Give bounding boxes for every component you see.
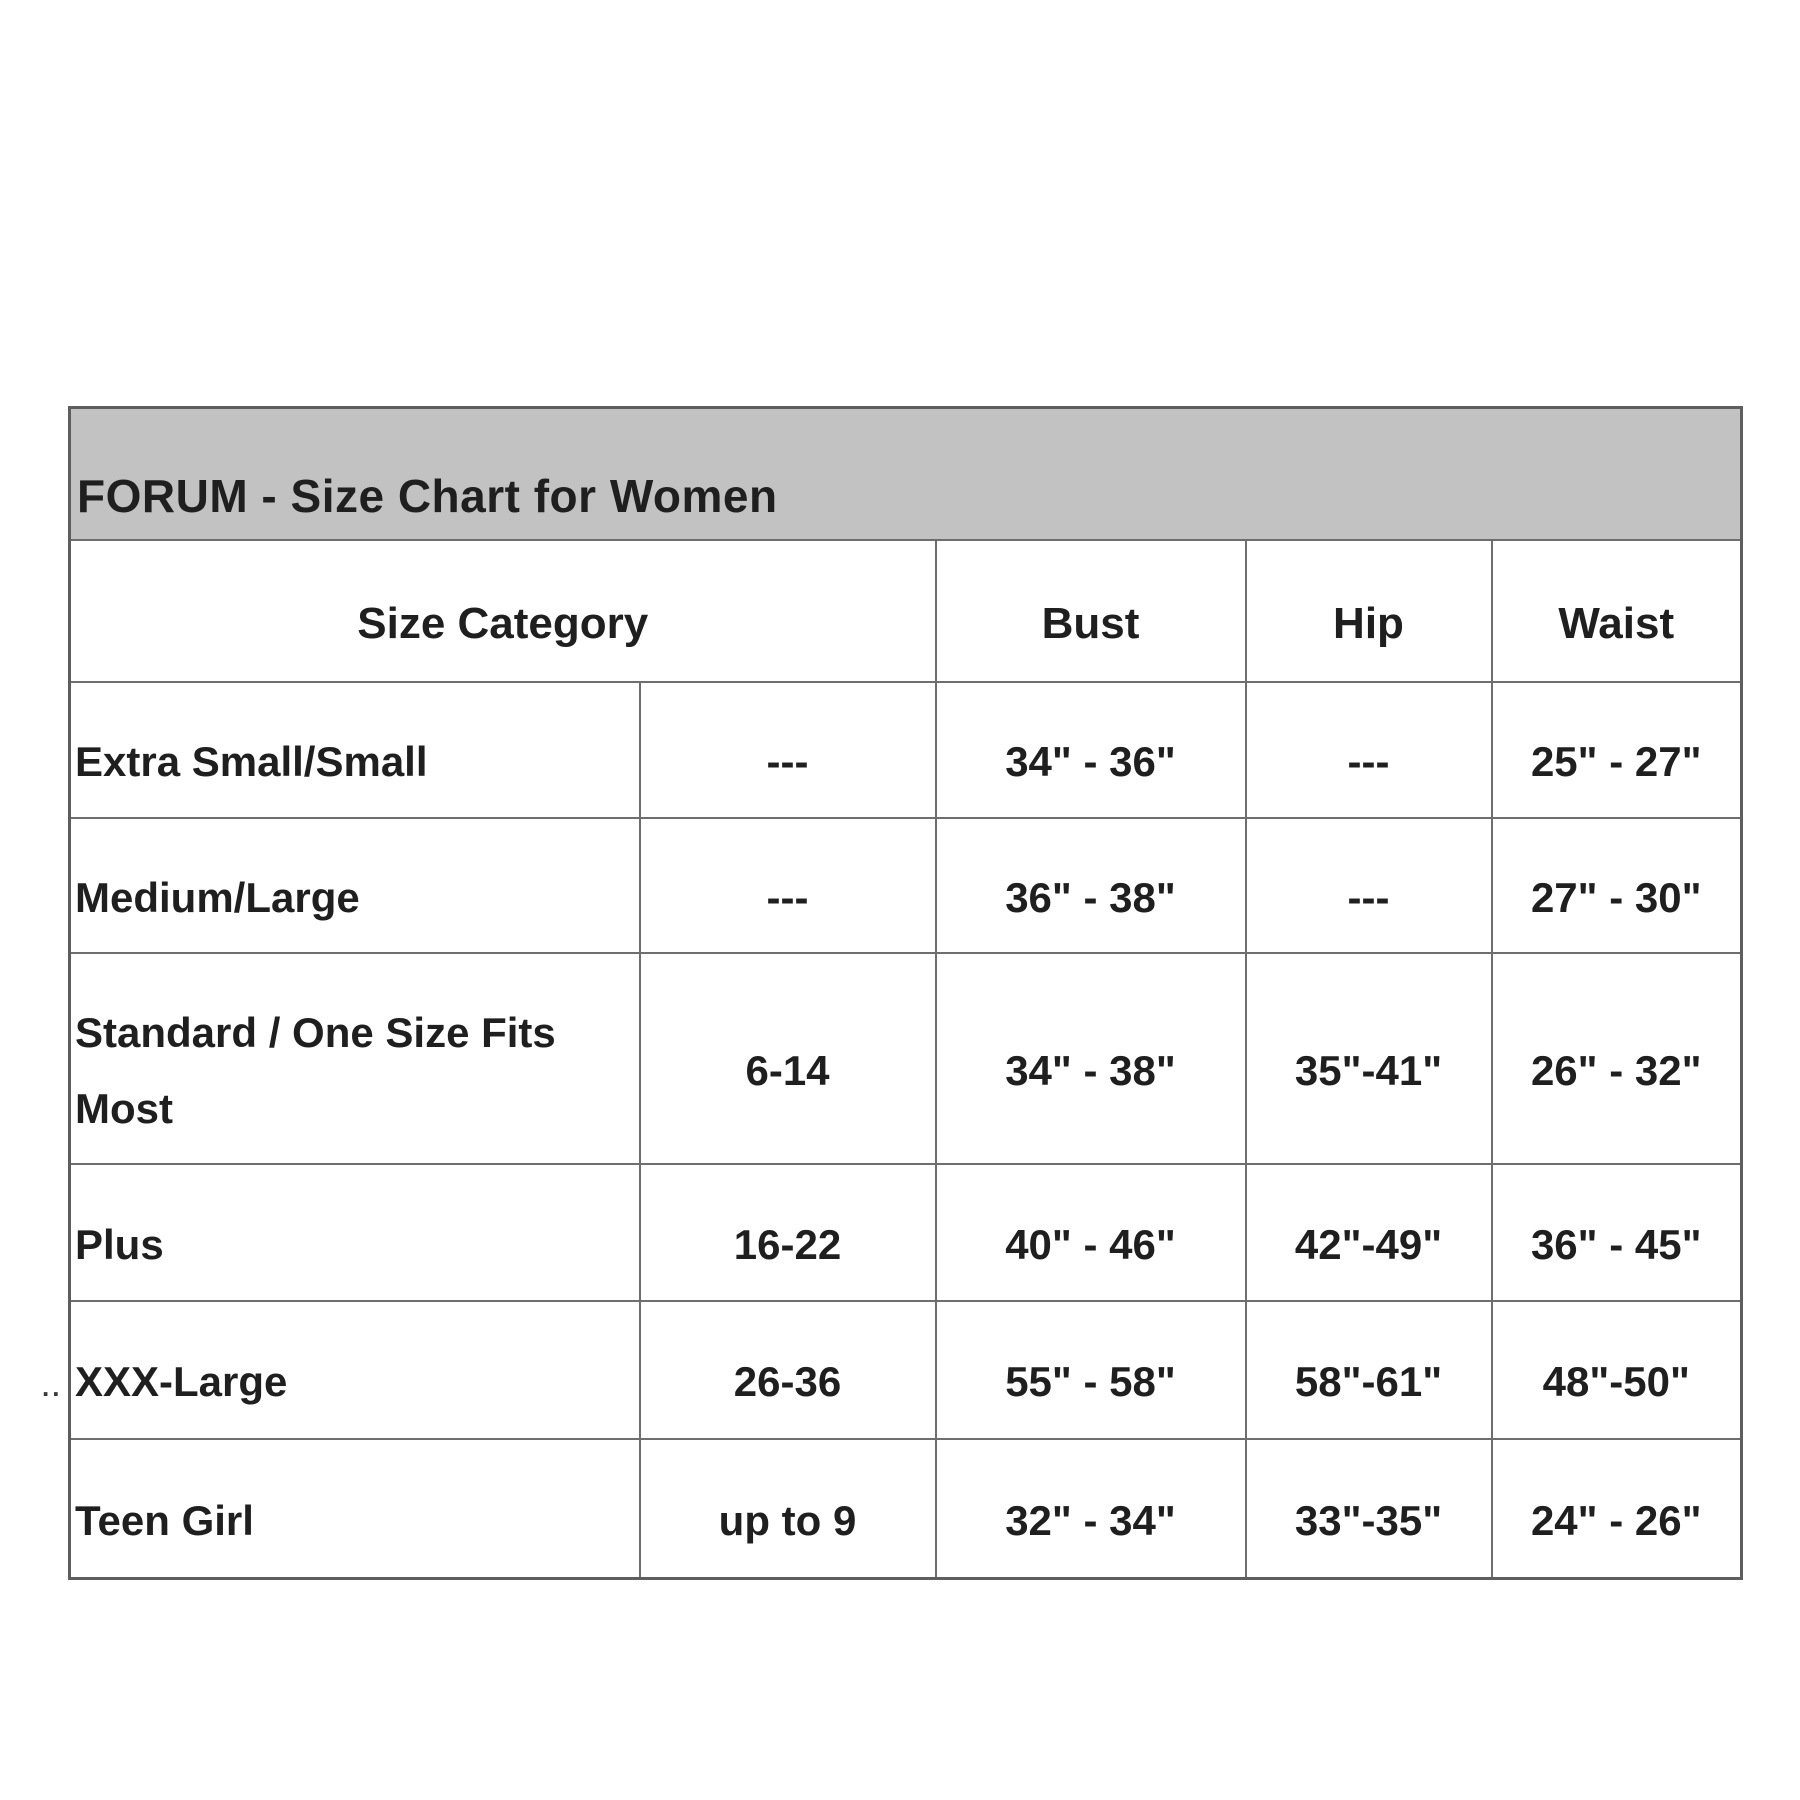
cell-bust: 55" - 58" <box>934 1300 1247 1440</box>
cell-waist: 36" - 45" <box>1490 1163 1743 1302</box>
cell-size-range: 16-22 <box>638 1163 937 1302</box>
column-header-waist: Waist <box>1490 539 1743 683</box>
cell-category: Extra Small/Small <box>68 681 641 819</box>
cell-waist: 25" - 27" <box>1490 681 1743 819</box>
size-chart-table: FORUM - Size Chart for Women Size Catego… <box>68 406 1743 1580</box>
cell-hip: 42"-49" <box>1244 1163 1493 1302</box>
cell-category: Standard / One Size Fits Most <box>68 952 641 1165</box>
cell-hip: 33"-35" <box>1244 1438 1493 1580</box>
cell-bust: 36" - 38" <box>934 817 1247 954</box>
cell-category: XXX-Large <box>68 1300 641 1440</box>
table-row: Teen Girl up to 9 32" - 34" 33"-35" 24" … <box>68 1438 1743 1580</box>
cell-bust: 34" - 38" <box>934 952 1247 1165</box>
cell-category: Teen Girl <box>68 1438 641 1580</box>
cell-category: Plus <box>68 1163 641 1302</box>
table-row: Plus 16-22 40" - 46" 42"-49" 36" - 45" <box>68 1163 1743 1302</box>
cell-size-range: 6-14 <box>638 952 937 1165</box>
table-row: Extra Small/Small --- 34" - 36" --- 25" … <box>68 681 1743 819</box>
cell-size-range: up to 9 <box>638 1438 937 1580</box>
cell-hip: 35"-41" <box>1244 952 1493 1165</box>
footnote-mark: .. <box>42 1372 63 1402</box>
table-row: Standard / One Size Fits Most 6-14 34" -… <box>68 952 1743 1165</box>
cell-size-range: --- <box>638 817 937 954</box>
table-row: Medium/Large --- 36" - 38" --- 27" - 30" <box>68 817 1743 954</box>
cell-waist: 24" - 26" <box>1490 1438 1743 1580</box>
cell-size-range: 26-36 <box>638 1300 937 1440</box>
cell-hip: --- <box>1244 681 1493 819</box>
column-header-hip: Hip <box>1244 539 1493 683</box>
cell-category: Medium/Large <box>68 817 641 954</box>
column-header-bust: Bust <box>934 539 1247 683</box>
cell-bust: 40" - 46" <box>934 1163 1247 1302</box>
table-header-row: Size Category Bust Hip Waist <box>68 539 1743 683</box>
cell-size-range: --- <box>638 681 937 819</box>
table-title-row: FORUM - Size Chart for Women <box>68 406 1743 541</box>
cell-waist: 27" - 30" <box>1490 817 1743 954</box>
cell-waist: 26" - 32" <box>1490 952 1743 1165</box>
cell-bust: 34" - 36" <box>934 681 1247 819</box>
cell-hip: --- <box>1244 817 1493 954</box>
cell-bust: 32" - 34" <box>934 1438 1247 1580</box>
cell-waist: 48"-50" <box>1490 1300 1743 1440</box>
table-row: XXX-Large 26-36 55" - 58" 58"-61" 48"-50… <box>68 1300 1743 1440</box>
cell-hip: 58"-61" <box>1244 1300 1493 1440</box>
column-header-size-category: Size Category <box>68 539 937 683</box>
table-title: FORUM - Size Chart for Women <box>68 406 1743 541</box>
